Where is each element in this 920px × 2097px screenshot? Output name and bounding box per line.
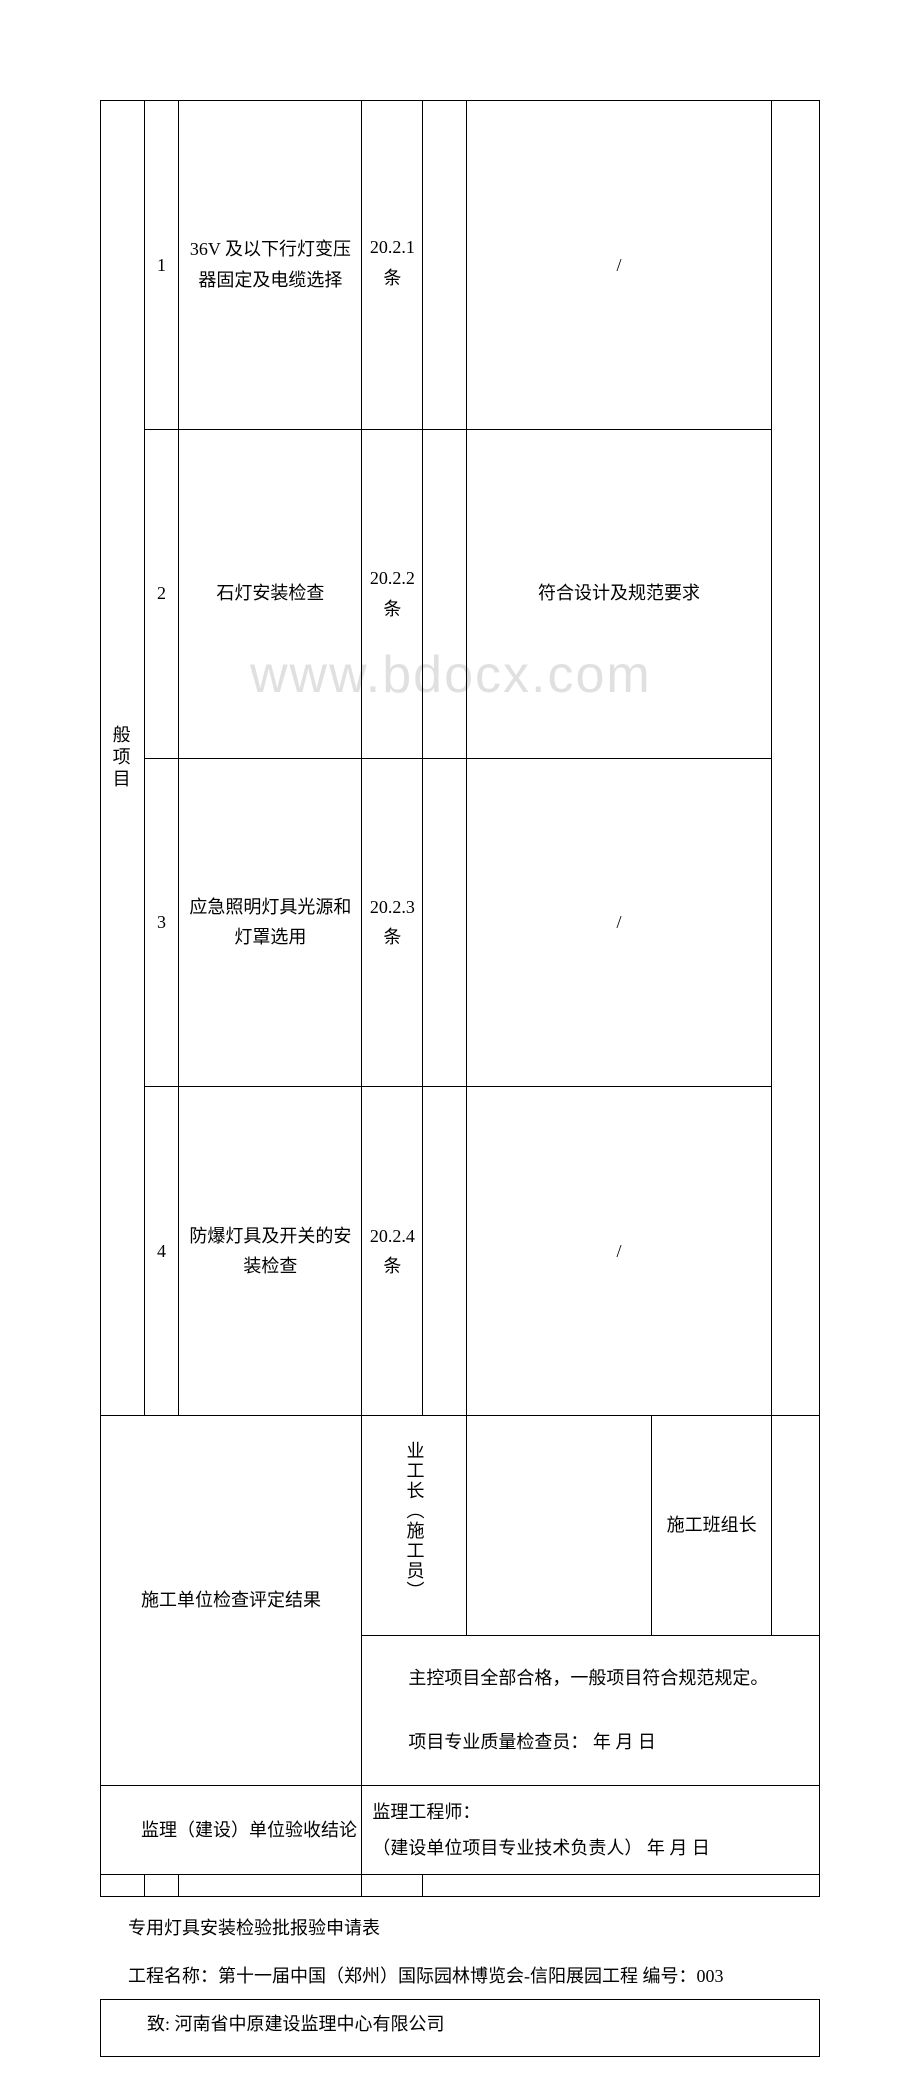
- page-wrap: www.bdocx.com 般项目 1 36V 及以下行灯变压器固定及电缆选择 …: [100, 100, 820, 2057]
- foreman-cell: 业工长（施工员）: [362, 1416, 467, 1636]
- supervise-line-1: 监理工程师：: [372, 1794, 809, 1830]
- item-index: 3: [144, 758, 179, 1087]
- right-gutter: [772, 101, 820, 1416]
- spacer-cell: [423, 1087, 467, 1416]
- item-result: /: [466, 1087, 771, 1416]
- supervise-line-2: （建设单位项目专业技术负责人） 年 月 日: [372, 1830, 809, 1866]
- item-ref: 20.2.1条: [362, 101, 423, 430]
- empty-cell: [101, 1875, 145, 1897]
- empty-cell: [423, 1875, 820, 1897]
- address-box: 致: 河南省中原建设监理中心有限公司: [100, 1999, 820, 2057]
- empty-cell: [144, 1875, 179, 1897]
- empty-cell: [362, 1875, 423, 1897]
- project-line: 工程名称：第十一届中国（郑州）国际园林博览会-信阳展园工程 编号：003: [128, 1959, 820, 1993]
- team-leader-value: [772, 1416, 820, 1636]
- item-result: /: [466, 758, 771, 1087]
- eval-conclusion-1: 主控项目全部合格，一般项目符合规范规定。: [372, 1657, 809, 1700]
- inspection-table: 般项目 1 36V 及以下行灯变压器固定及电缆选择 20.2.1条 / 2 石灯…: [100, 100, 820, 1897]
- spacer-cell: [423, 758, 467, 1087]
- item-name: 防爆灯具及开关的安装检查: [179, 1087, 362, 1416]
- subtitle: 专用灯具安装检验批报验申请表: [128, 1911, 820, 1945]
- eval-label-cell: 施工单位检查评定结果: [101, 1416, 362, 1786]
- supervise-label: 监理（建设）单位验收结论: [105, 1815, 357, 1846]
- eval-label: 施工单位检查评定结果: [105, 1585, 357, 1616]
- item-result: 符合设计及规范要求: [466, 429, 771, 758]
- table-row: 3 应急照明灯具光源和灯罩选用 20.2.3条 /: [101, 758, 820, 1087]
- spacer-cell: [423, 429, 467, 758]
- category-label: 般项目: [105, 107, 136, 1409]
- eval-conclusion-cell: 主控项目全部合格，一般项目符合规范规定。 项目专业质量检查员： 年 月 日: [362, 1636, 820, 1786]
- supervise-content-cell: 监理工程师： （建设单位项目专业技术负责人） 年 月 日: [362, 1786, 820, 1875]
- item-index: 1: [144, 101, 179, 430]
- item-ref: 20.2.3条: [362, 758, 423, 1087]
- spacer-cell: [423, 101, 467, 430]
- eval-conclusion-2: 项目专业质量检查员： 年 月 日: [372, 1721, 809, 1764]
- empty-row: [101, 1875, 820, 1897]
- supervise-row: 监理（建设）单位验收结论 监理工程师： （建设单位项目专业技术负责人） 年 月 …: [101, 1786, 820, 1875]
- foreman-value: [466, 1416, 651, 1636]
- eval-row: 施工单位检查评定结果 业工长（施工员） 施工班组长: [101, 1416, 820, 1636]
- supervise-label-cell: 监理（建设）单位验收结论: [101, 1786, 362, 1875]
- item-ref: 20.2.2条: [362, 429, 423, 758]
- table-row: 2 石灯安装检查 20.2.2条 符合设计及规范要求: [101, 429, 820, 758]
- item-name: 36V 及以下行灯变压器固定及电缆选择: [179, 101, 362, 430]
- empty-cell: [179, 1875, 362, 1897]
- table-row: 般项目 1 36V 及以下行灯变压器固定及电缆选择 20.2.1条 /: [101, 101, 820, 430]
- item-index: 4: [144, 1087, 179, 1416]
- foreman-label: 业工长（施工员）: [399, 1441, 430, 1601]
- table-row: 4 防爆灯具及开关的安装检查 20.2.4条 /: [101, 1087, 820, 1416]
- team-leader-label: 施工班组长: [652, 1416, 772, 1636]
- address-line: 致: 河南省中原建设监理中心有限公司: [111, 2010, 809, 2036]
- item-name: 应急照明灯具光源和灯罩选用: [179, 758, 362, 1087]
- category-cell: 般项目: [101, 101, 145, 1416]
- item-name: 石灯安装检查: [179, 429, 362, 758]
- item-index: 2: [144, 429, 179, 758]
- item-result: /: [466, 101, 771, 430]
- item-ref: 20.2.4条: [362, 1087, 423, 1416]
